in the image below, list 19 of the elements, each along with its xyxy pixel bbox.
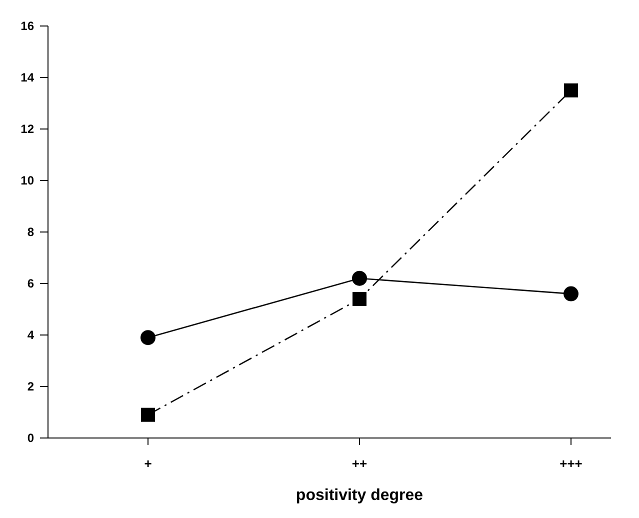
y-tick-label: 14 bbox=[20, 70, 34, 85]
point bbox=[352, 270, 367, 286]
x-tick-label: + bbox=[144, 456, 152, 471]
y-tick-label: 4 bbox=[27, 328, 34, 342]
x-tick-label: ++ bbox=[352, 456, 368, 471]
y-tick-label: 6 bbox=[27, 276, 34, 291]
y-tick-label: 10 bbox=[20, 174, 34, 188]
x-axis-title: positivity degree bbox=[296, 487, 424, 504]
y-tick-label: 16 bbox=[20, 19, 34, 34]
point bbox=[352, 292, 366, 306]
point bbox=[564, 83, 578, 98]
point bbox=[564, 286, 578, 302]
y-tick-label: 0 bbox=[27, 431, 34, 446]
point bbox=[141, 408, 155, 422]
y-tick-label: 12 bbox=[20, 122, 34, 136]
x-tick-label: +++ bbox=[560, 456, 583, 471]
y-tick-label: 2 bbox=[27, 380, 34, 394]
y-tick-label: 8 bbox=[27, 225, 34, 240]
point bbox=[140, 330, 156, 346]
